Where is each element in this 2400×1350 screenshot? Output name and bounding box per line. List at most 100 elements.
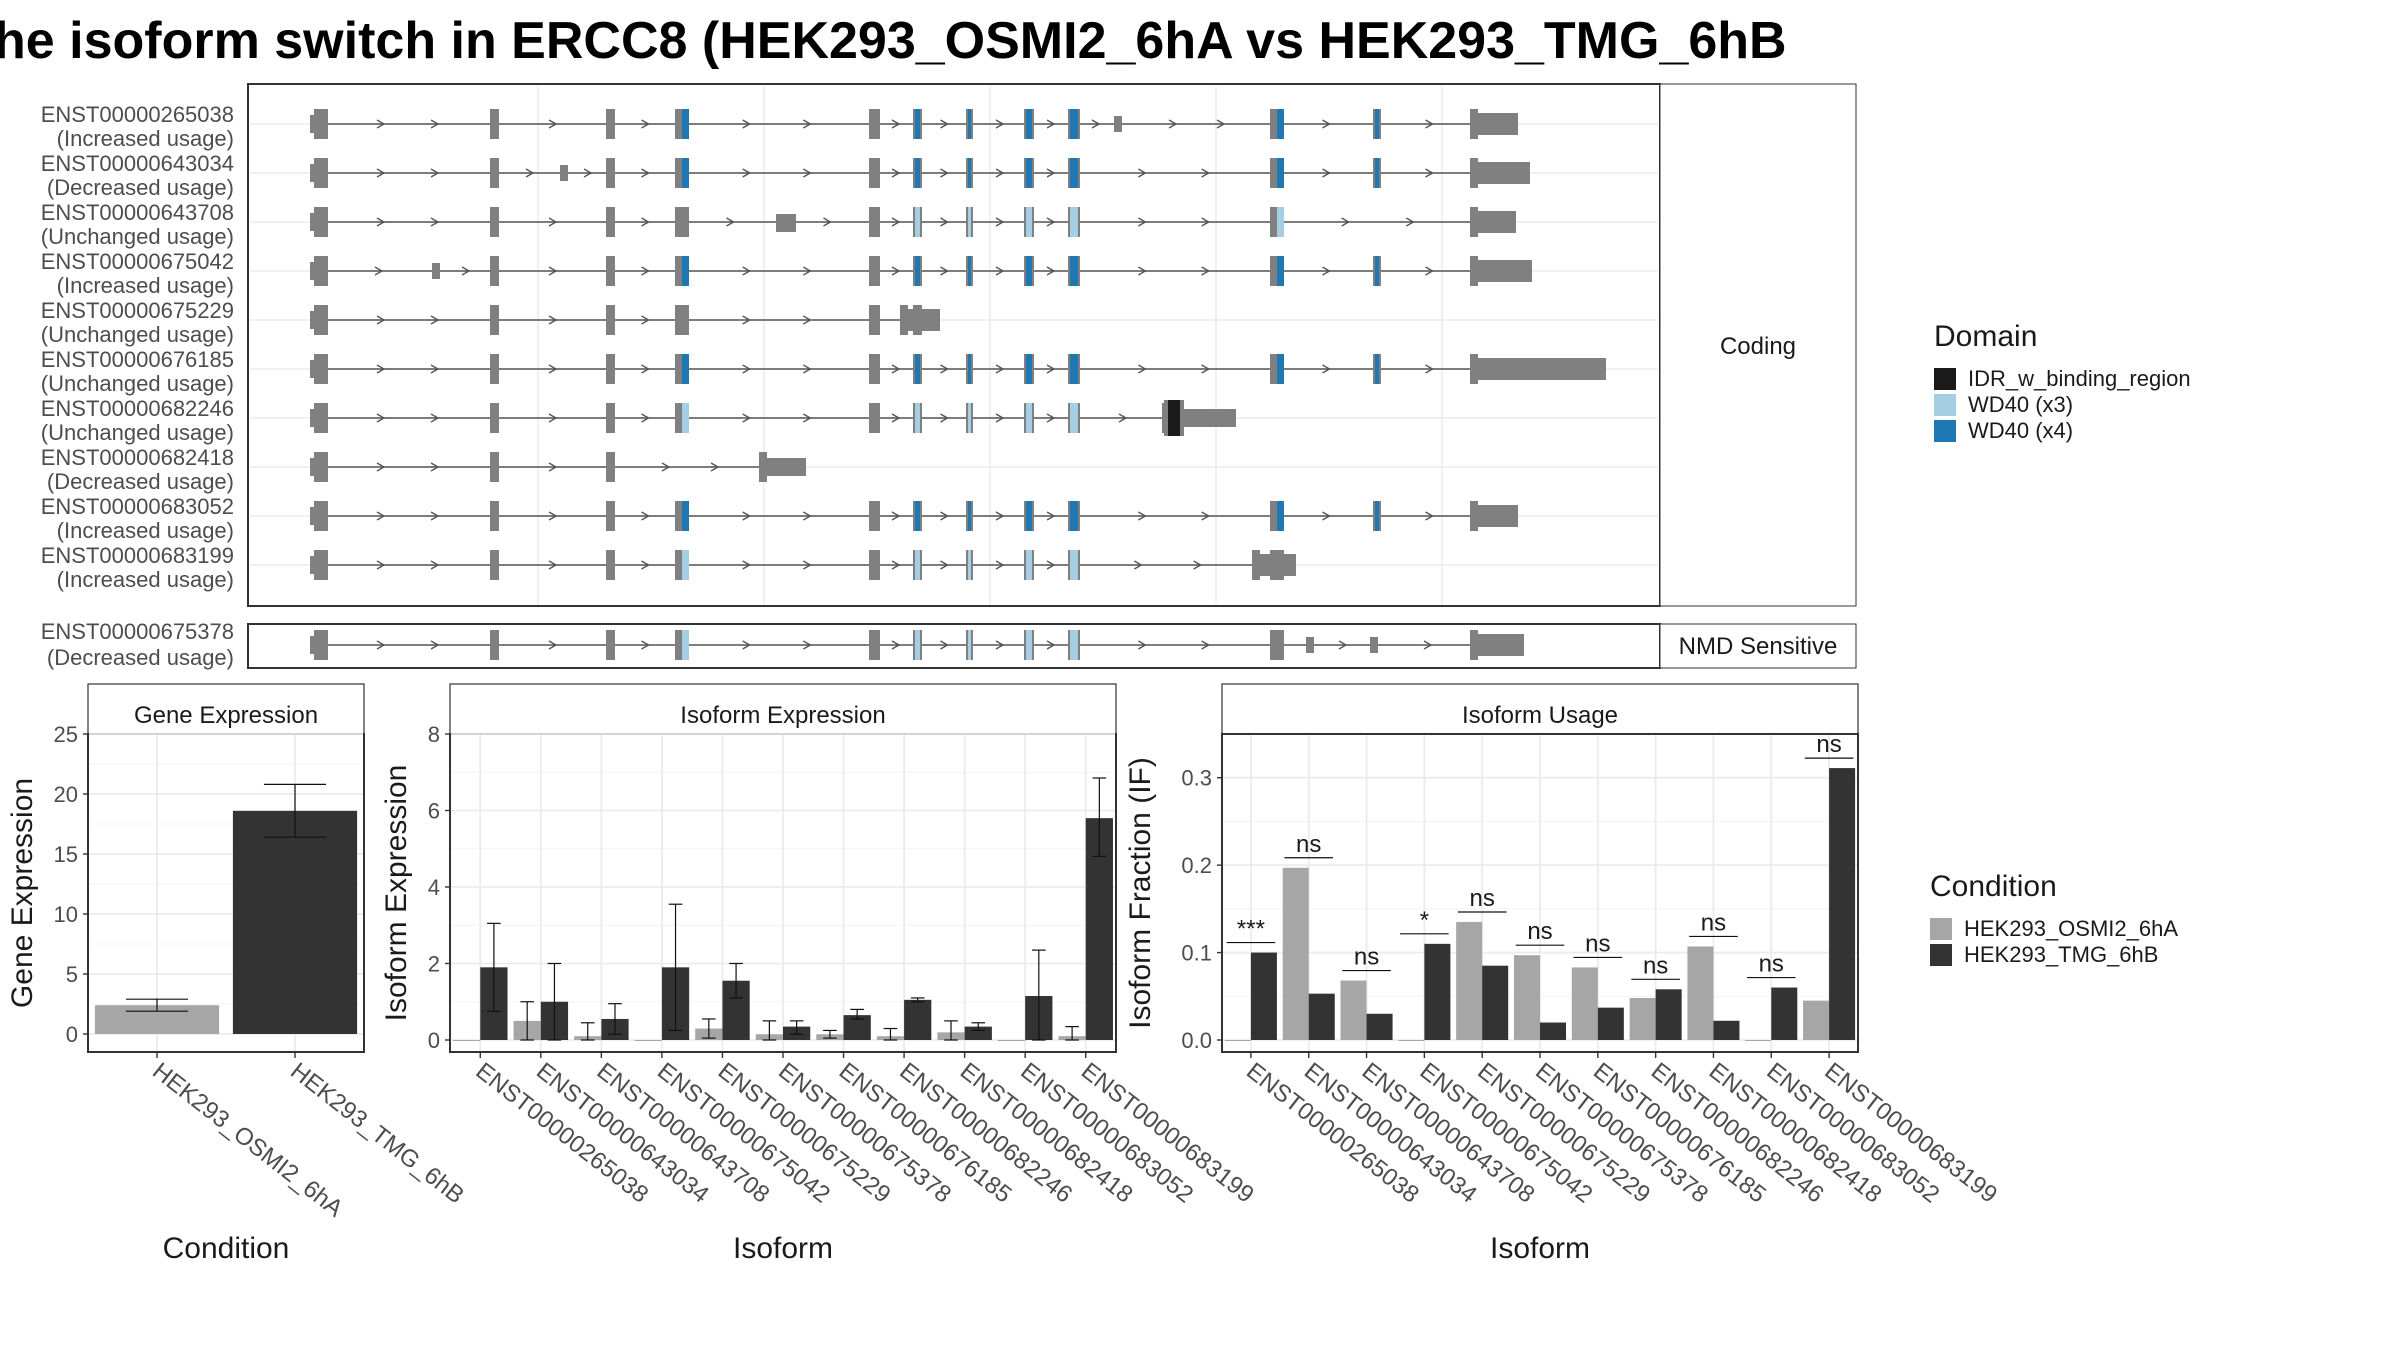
wd40-x3-domain (1026, 550, 1032, 580)
wd40-x4-domain (1070, 256, 1078, 286)
x-axis-label: Isoform (733, 1232, 833, 1265)
exon-block (606, 158, 615, 188)
bar (1340, 980, 1367, 1040)
intron-arrow (1423, 640, 1433, 650)
wd40-x3-domain (682, 550, 689, 580)
transcript-usage-label: (Increased usage) (57, 518, 234, 543)
wd40-x4-domain (915, 109, 920, 139)
intron-arrow (548, 217, 558, 227)
significance-label: ns (1816, 731, 1841, 758)
wd40-x4-domain (1070, 501, 1078, 531)
bar (1629, 998, 1656, 1040)
exon-block (1370, 637, 1378, 653)
utr-tail (1476, 211, 1516, 233)
y-tick-label: 5 (66, 962, 78, 987)
wd40-x3-domain (915, 550, 920, 580)
wd40-x3-domain (968, 630, 971, 660)
wd40-x3-domain (1026, 403, 1032, 433)
intron-arrow (940, 640, 949, 650)
intron-arrow (641, 364, 650, 374)
utr-tail (1476, 260, 1532, 282)
wd40-x4-domain (682, 109, 689, 139)
transcript-id-label: ENST00000675378 (41, 619, 234, 644)
intron-arrow (641, 119, 650, 129)
domain-legend-title: Domain (1934, 320, 2037, 353)
intron-arrow (430, 413, 440, 423)
exon-block (869, 207, 880, 237)
y-tick-label: 2 (428, 952, 440, 977)
exon-block (869, 403, 880, 433)
transcript-id-label: ENST00000643708 (41, 200, 234, 225)
y-tick-label: 25 (54, 722, 78, 747)
exon-block (490, 158, 499, 188)
intron-arrow (1425, 511, 1434, 521)
exon-block (1114, 116, 1122, 132)
transcript-track (310, 630, 1524, 660)
transcript-usage-label: (Increased usage) (57, 273, 234, 298)
coding-tracks (310, 109, 1606, 580)
intron-arrow (376, 119, 386, 129)
exon-block (316, 354, 328, 384)
intron-arrow (641, 315, 650, 325)
wd40-x4-domain (682, 501, 689, 531)
legend-key (1930, 918, 1952, 940)
bar (1829, 768, 1856, 1040)
wd40-x4-domain (968, 354, 971, 384)
intron-arrow (430, 462, 440, 472)
wd40-x3-domain (1026, 207, 1032, 237)
intron-arrow (1046, 168, 1056, 178)
chart-title: Gene Expression (134, 702, 318, 729)
intron-arrow (802, 413, 812, 423)
idr-domain (1168, 400, 1180, 436)
intron-arrow (1118, 413, 1128, 423)
structure-panel: Coding NMD Sensitive ENST00000265038(Inc… (41, 83, 1857, 670)
legend-label: HEK293_TMG_6hB (1964, 942, 2158, 967)
exon-block (869, 158, 880, 188)
transcript-track (310, 158, 1530, 188)
bar (1597, 1007, 1624, 1040)
intron-arrow (940, 168, 949, 178)
track-labels: ENST00000265038(Increased usage)ENST0000… (41, 102, 234, 670)
intron-arrow (995, 413, 1005, 423)
wd40-x4-domain (968, 501, 971, 531)
y-tick-label: 10 (54, 902, 78, 927)
intron-arrow (548, 511, 558, 521)
intron-arrow (1046, 640, 1056, 650)
wd40-x4-domain (915, 158, 920, 188)
exon-block (490, 501, 499, 531)
exon-block (316, 158, 328, 188)
transcript-track (310, 452, 806, 482)
intron-arrow (1137, 168, 1147, 178)
legend-label: WD40 (x3) (1968, 392, 2073, 417)
wd40-x3-domain (682, 630, 689, 660)
exon-block (606, 550, 615, 580)
exon-block (1470, 109, 1478, 139)
transcript-usage-label: (Decreased usage) (47, 469, 234, 494)
exon-block (869, 354, 880, 384)
utr-tail (1258, 554, 1296, 576)
wd40-x4-domain (682, 158, 689, 188)
transcript-usage-label: (Unchanged usage) (41, 322, 234, 347)
intron-arrow (742, 119, 752, 129)
intron-arrow (376, 315, 386, 325)
transcript-usage-label: (Increased usage) (57, 126, 234, 151)
significance-label: * (1420, 907, 1429, 934)
legend-label: IDR_w_binding_region (1968, 366, 2191, 391)
wd40-x3-domain (968, 403, 971, 433)
intron-arrow (1322, 119, 1331, 129)
exon-block (316, 305, 328, 335)
wd40-x4-domain (1277, 109, 1284, 139)
transcript-track (310, 256, 1532, 286)
bar (997, 1040, 1026, 1041)
utr-tail (1476, 505, 1518, 527)
wd40-x4-domain (1070, 109, 1078, 139)
exon-block (900, 305, 908, 335)
y-tick-label: 0.3 (1181, 766, 1212, 791)
wd40-x4-domain (1026, 109, 1032, 139)
y-axis-label: Isoform Expression (380, 765, 413, 1022)
transcript-id-label: ENST00000676185 (41, 347, 234, 372)
y-tick-label: 0 (66, 1022, 78, 1047)
